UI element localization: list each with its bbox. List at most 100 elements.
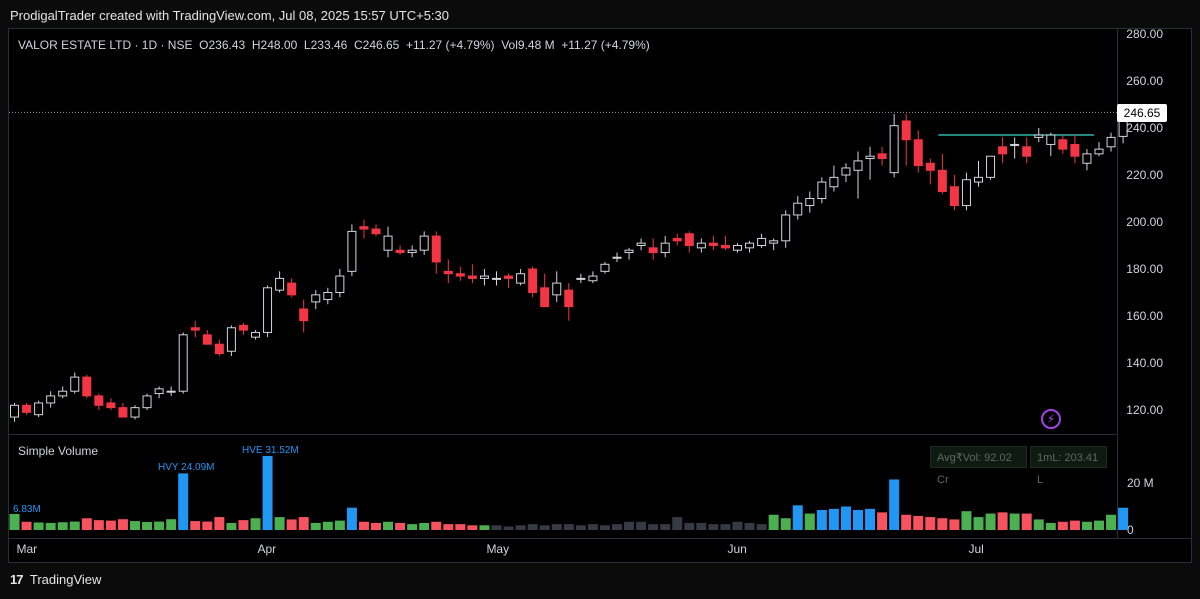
volume-bar — [9, 513, 20, 530]
footer-brand: TradingView — [29, 572, 102, 587]
volume-bar — [961, 511, 972, 530]
candle-body — [672, 237, 682, 242]
volume-bar — [660, 524, 671, 530]
candle-body — [299, 308, 309, 322]
candle-body — [528, 268, 538, 293]
candle-body — [696, 242, 706, 249]
price-tick-label: 180.00 — [1126, 262, 1163, 276]
candle-body — [552, 282, 562, 296]
volume-annotation: HVE 31.52M — [242, 445, 299, 456]
volume-bar — [889, 479, 900, 530]
volume-bar — [624, 521, 635, 530]
volume-bar — [828, 508, 839, 530]
candle-body — [1010, 143, 1020, 146]
price-tick-label: 240.00 — [1126, 121, 1163, 135]
candle-body — [901, 120, 911, 141]
candle-body — [841, 167, 851, 176]
volume-bar — [346, 507, 357, 530]
volume-bar — [708, 524, 719, 530]
volume-bar — [142, 522, 153, 530]
candle-body — [974, 176, 983, 183]
volume-bar — [648, 524, 659, 530]
candle-body — [636, 242, 646, 246]
volume-bar — [840, 506, 851, 530]
volume-bar — [684, 522, 695, 530]
candle-body — [1046, 134, 1056, 145]
candle-body — [335, 275, 345, 293]
candle-body — [708, 242, 718, 246]
volume-bar — [865, 508, 876, 530]
volume-bar — [1033, 519, 1044, 530]
candle-body — [130, 407, 140, 418]
avg-volume-stat: Avg₹Vol: 92.02 Cr — [930, 446, 1027, 486]
candle-body — [118, 407, 128, 418]
volume-bar — [443, 524, 454, 530]
tradingview-footer[interactable]: 17 TradingView — [10, 572, 101, 587]
candle-body — [961, 179, 971, 207]
volume-bar — [81, 518, 92, 530]
volume-bar — [985, 513, 996, 530]
ml-stat: 1mL: 203.41 L — [1030, 446, 1107, 486]
volume-bar — [768, 514, 779, 530]
candle-body — [407, 249, 417, 254]
candle-body — [1058, 139, 1068, 150]
candle-body — [58, 390, 68, 397]
volume-bar — [925, 517, 936, 530]
candle-body — [202, 334, 212, 345]
candle-body — [371, 228, 381, 235]
volume-bar — [696, 522, 707, 530]
attribution-text: ProdigalTrader created with TradingView.… — [10, 8, 449, 23]
legend-high: H248.00 — [251, 38, 298, 52]
time-tick-label: Mar — [17, 542, 38, 556]
candle-body — [1082, 153, 1092, 164]
ohlc-legend: VALOR ESTATE LTD · 1D · NSE O236.43 H248… — [18, 38, 650, 52]
volume-bar — [551, 524, 562, 530]
volume-bar — [612, 524, 622, 530]
candle-body — [576, 277, 586, 280]
candle-body — [1106, 136, 1116, 148]
candle-body — [106, 402, 116, 409]
candle-body — [540, 287, 550, 308]
volume-bar — [69, 521, 80, 530]
candle-body — [648, 247, 658, 254]
candle-body — [889, 125, 899, 174]
price-tick-label: 200.00 — [1126, 215, 1163, 229]
time-tick-label: Jul — [968, 542, 983, 556]
candle-body — [238, 324, 248, 331]
volume-bar — [190, 521, 201, 530]
candle-body — [94, 395, 104, 406]
candle-body — [395, 249, 405, 254]
volume-bar — [274, 517, 285, 530]
candle-body — [154, 388, 164, 395]
volume-bar — [262, 455, 273, 530]
candle-body — [986, 155, 996, 178]
volume-bar — [575, 525, 586, 530]
price-tick-label: 120.00 — [1126, 403, 1163, 417]
candle-body — [1070, 143, 1080, 157]
candle-body — [467, 275, 477, 279]
volume-bar — [636, 521, 647, 530]
volume-bar — [358, 521, 369, 530]
lightning-icon[interactable]: ⚡ — [1041, 409, 1061, 429]
volume-bar — [913, 515, 924, 530]
volume-bar — [298, 517, 309, 530]
candle-body — [720, 245, 730, 249]
candle-body — [624, 249, 634, 254]
volume-bar — [804, 513, 815, 530]
candle-body — [612, 256, 622, 259]
candle-body — [829, 176, 839, 188]
volume-bar — [1009, 513, 1020, 530]
candle-body — [275, 277, 285, 291]
candle-body — [443, 270, 453, 275]
legend-volume-change: +11.27 (+4.79%) — [561, 38, 650, 52]
volume-bar — [45, 522, 56, 530]
volume-bar — [672, 517, 683, 530]
candle-body — [455, 273, 465, 277]
volume-bar — [431, 521, 442, 530]
chart-frame[interactable] — [8, 28, 1192, 563]
candle-body — [22, 404, 32, 413]
candle-body — [588, 275, 598, 282]
volume-bar — [105, 520, 116, 530]
volume-bar — [322, 521, 333, 530]
